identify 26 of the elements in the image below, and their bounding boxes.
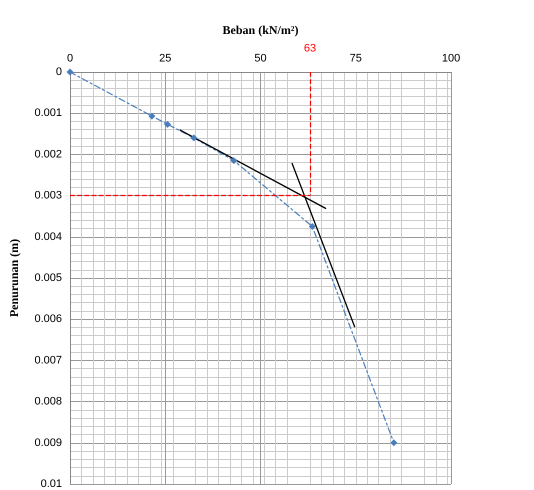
y-tick-label: 0.009 bbox=[34, 436, 62, 449]
y-tick-label: 0 bbox=[56, 66, 62, 78]
y-tick-label: 0.008 bbox=[34, 396, 62, 408]
y-axis-title: Penurunan (m) bbox=[7, 238, 21, 318]
point bbox=[164, 120, 172, 128]
y-tick-label: 0.004 bbox=[34, 230, 62, 243]
ref-line-label: 63 bbox=[304, 42, 316, 54]
x-axis-title: Beban (kN/m²) bbox=[222, 23, 298, 37]
point bbox=[66, 68, 74, 76]
y-tick-label: 0.006 bbox=[34, 313, 62, 326]
y-tick-label: 0.001 bbox=[34, 107, 62, 120]
x-tick-label: 25 bbox=[159, 52, 172, 64]
point bbox=[230, 157, 238, 164]
y-tick-label: 0.01 bbox=[40, 478, 62, 490]
point bbox=[148, 112, 156, 120]
y-tick-label: 0.002 bbox=[34, 148, 62, 160]
y-tick-label: 0.007 bbox=[34, 354, 62, 366]
x-tick-label: 0 bbox=[66, 52, 74, 64]
point bbox=[190, 134, 198, 142]
point bbox=[308, 223, 316, 230]
x-tick-label: 100 bbox=[442, 52, 460, 64]
y-tick-label: 0.005 bbox=[34, 272, 62, 284]
y-tick-label: 0.003 bbox=[34, 190, 62, 202]
x-tick-label: 75 bbox=[350, 52, 362, 64]
x-tick-label: 50 bbox=[254, 52, 267, 64]
point bbox=[390, 439, 398, 446]
